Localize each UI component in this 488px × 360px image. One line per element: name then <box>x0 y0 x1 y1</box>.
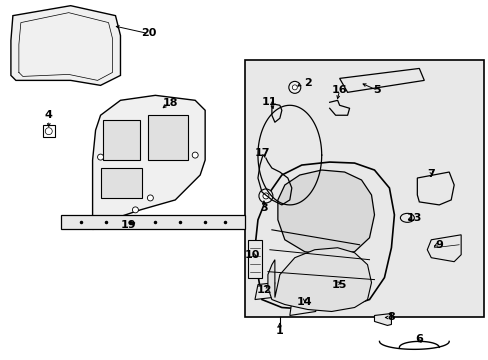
Text: 12: 12 <box>257 284 272 294</box>
Polygon shape <box>92 95 205 230</box>
Text: 1: 1 <box>275 327 283 336</box>
Polygon shape <box>289 298 317 315</box>
Polygon shape <box>331 278 357 298</box>
Circle shape <box>259 189 272 203</box>
Ellipse shape <box>400 213 413 222</box>
Text: 18: 18 <box>162 98 178 108</box>
Circle shape <box>147 195 153 201</box>
Bar <box>61 215 244 229</box>
Text: 7: 7 <box>427 169 434 179</box>
Text: 8: 8 <box>387 312 394 323</box>
Polygon shape <box>11 6 120 85</box>
Bar <box>244 60 483 318</box>
Text: 5: 5 <box>373 85 381 95</box>
Text: 13: 13 <box>406 213 421 223</box>
Circle shape <box>98 154 103 160</box>
Text: 20: 20 <box>141 28 156 37</box>
Polygon shape <box>254 283 274 300</box>
Text: 2: 2 <box>303 78 311 88</box>
Text: 4: 4 <box>45 110 53 120</box>
Circle shape <box>288 81 300 93</box>
Polygon shape <box>247 240 262 278</box>
Circle shape <box>132 207 138 213</box>
Polygon shape <box>427 235 460 262</box>
Text: 9: 9 <box>434 240 442 250</box>
Polygon shape <box>267 248 371 311</box>
Bar <box>42 125 55 137</box>
Text: 19: 19 <box>121 220 136 230</box>
Polygon shape <box>254 162 394 310</box>
Text: 10: 10 <box>244 250 259 260</box>
Text: 6: 6 <box>414 334 423 345</box>
Bar <box>101 168 142 198</box>
Circle shape <box>263 193 268 199</box>
Text: 16: 16 <box>331 85 347 95</box>
Text: 17: 17 <box>255 148 270 158</box>
Circle shape <box>292 85 297 90</box>
Polygon shape <box>277 170 374 255</box>
Circle shape <box>45 128 52 135</box>
Polygon shape <box>339 68 424 92</box>
Circle shape <box>192 152 198 158</box>
Text: 3: 3 <box>260 203 267 213</box>
Polygon shape <box>416 172 453 205</box>
Polygon shape <box>374 314 390 325</box>
Text: 14: 14 <box>296 297 312 306</box>
Bar <box>102 120 140 160</box>
Text: 15: 15 <box>331 280 346 289</box>
Bar <box>148 115 188 160</box>
Text: 11: 11 <box>262 97 277 107</box>
